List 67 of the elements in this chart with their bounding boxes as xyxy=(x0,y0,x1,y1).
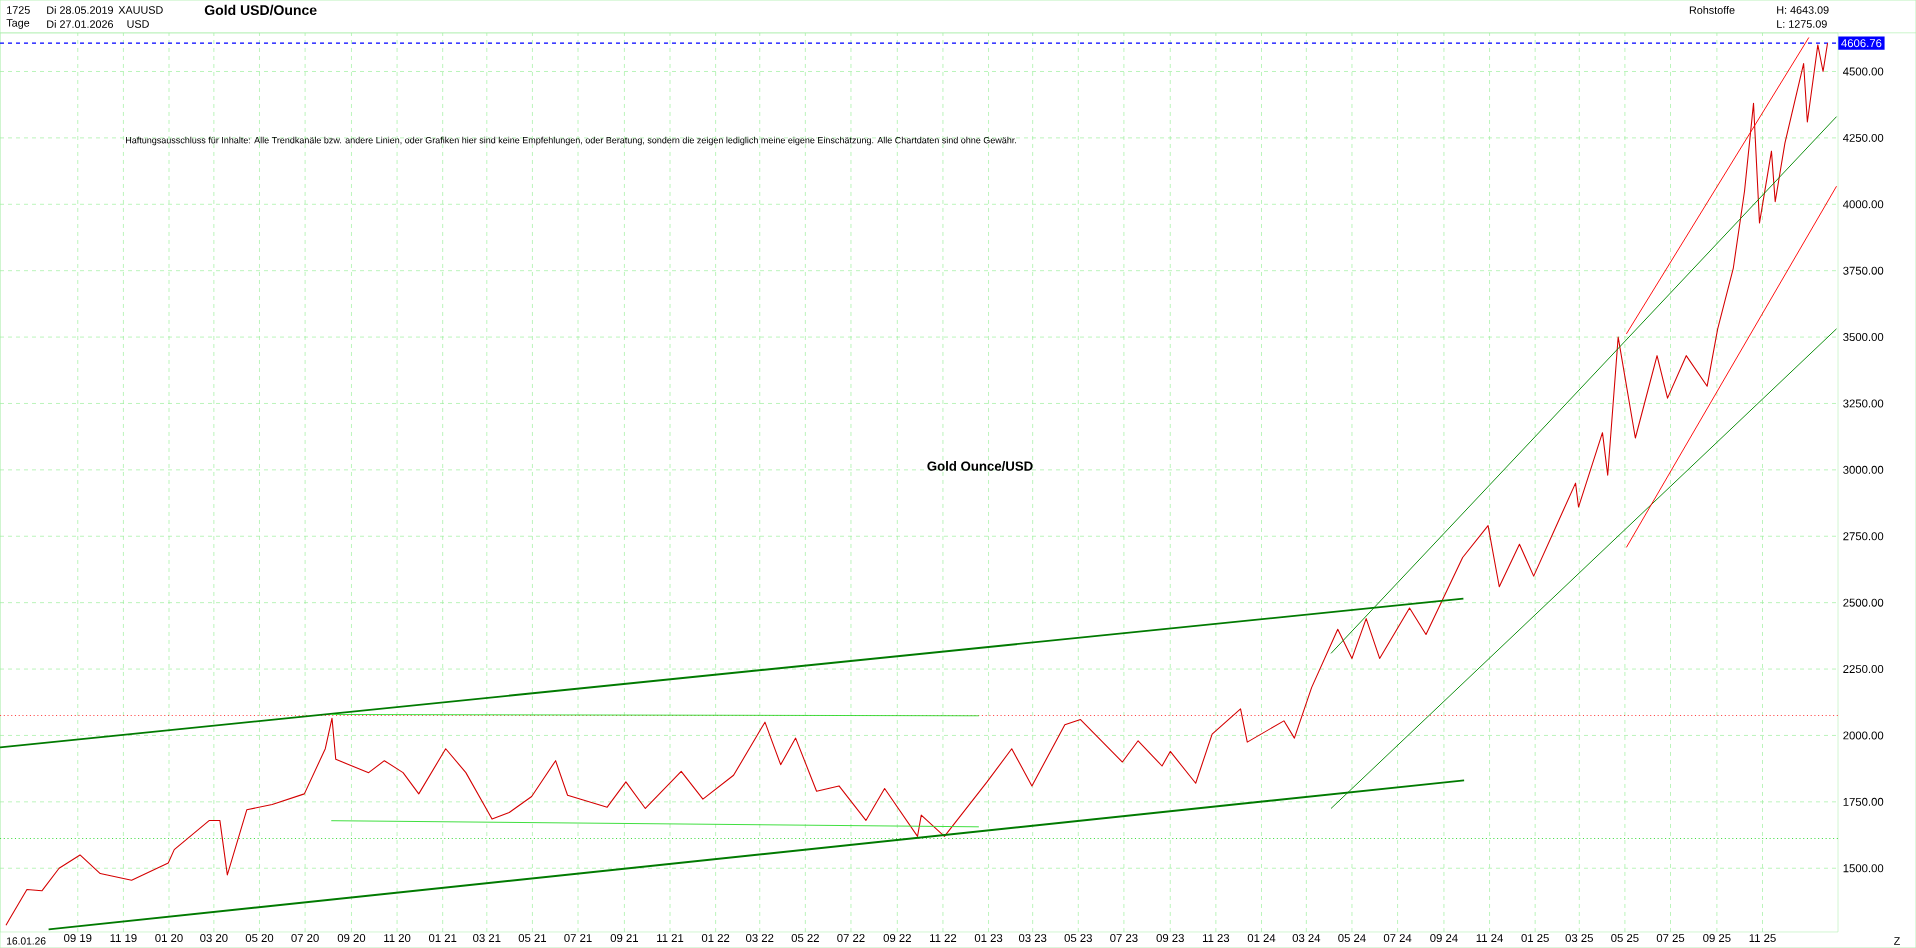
x-tick-label: 01 20 xyxy=(155,934,183,943)
text: Tage xyxy=(6,19,30,29)
x-tick-label: 09 23 xyxy=(1156,934,1184,943)
line-series xyxy=(5,42,1829,926)
text: USD xyxy=(127,20,149,28)
x-tick-label: 03 20 xyxy=(200,934,228,943)
x-tick-label: 01 25 xyxy=(1521,934,1549,943)
text: H: 4643.09 xyxy=(1777,6,1829,14)
x-tick-label: 11 20 xyxy=(384,934,411,943)
text: 1725 xyxy=(7,6,30,14)
y-tick-label: 3750.00 xyxy=(1843,266,1884,275)
y-tick-label: 3500.00 xyxy=(1843,333,1884,342)
x-tick-label: 07 20 xyxy=(291,934,319,943)
x-tick-label: 01 24 xyxy=(1247,934,1276,943)
x-tick-label: 07 23 xyxy=(1110,934,1138,943)
y-tick-label: 2250.00 xyxy=(1843,665,1884,674)
x-tick-label: 01 21 xyxy=(428,934,457,943)
y-tick-label: 1750.00 xyxy=(1843,797,1884,806)
text: Di 28.05.2019 xyxy=(47,6,113,14)
text: XAUUSD xyxy=(118,6,163,14)
x-tick-label: 03 22 xyxy=(746,934,774,943)
x-tick-label: 11 22 xyxy=(930,934,957,942)
x-tick-label: 11 19 xyxy=(110,934,137,943)
x-tick-label: 09 22 xyxy=(883,934,911,943)
x-tick-label: 03 24 xyxy=(1292,934,1321,943)
y-tick-label: 4000.00 xyxy=(1842,200,1884,209)
x-tick-label: 07 25 xyxy=(1656,934,1685,943)
text: 16.01.26 xyxy=(7,937,46,945)
x-tick-label: 01 22 xyxy=(701,934,730,943)
y-tick-label: 3250.00 xyxy=(1843,399,1884,408)
x-tick-label: 03 25 xyxy=(1565,934,1593,943)
y-tick-label: 2500.00 xyxy=(1843,598,1884,607)
y-tick-label: 4500.00 xyxy=(1842,67,1884,76)
text: L: 1275.09 xyxy=(1777,20,1827,28)
x-tick-label: 09 24 xyxy=(1430,934,1458,943)
x-tick-label: 09 25 xyxy=(1703,934,1731,943)
y-tick-label: 1500.00 xyxy=(1843,864,1884,873)
x-tick-label: 05 20 xyxy=(245,934,274,943)
text: Z xyxy=(1894,937,1900,945)
x-tick-label: 07 21 xyxy=(564,934,592,943)
ref-line-label: 4606.76 xyxy=(1841,39,1882,48)
x-tick-label: 09 19 xyxy=(64,934,92,943)
chart-title: Gold USD/Ounce xyxy=(204,4,317,16)
x-tick-label: 05 24 xyxy=(1338,934,1366,943)
x-tick-label: 07 22 xyxy=(837,934,865,943)
y-tick-label: 2000.00 xyxy=(1843,731,1884,740)
x-tick-label: 03 21 xyxy=(473,934,501,943)
x-tick-label: 01 23 xyxy=(974,934,1003,943)
x-tick-label: 07 24 xyxy=(1383,934,1412,943)
y-tick-label: 2750.00 xyxy=(1843,532,1884,541)
y-tick-label: 3000.00 xyxy=(1843,465,1884,474)
x-tick-label: 05 23 xyxy=(1064,934,1092,943)
x-tick-label: 05 21 xyxy=(518,934,547,943)
x-tick-label: 11 24 xyxy=(1476,934,1503,942)
x-tick-label: 11 23 xyxy=(1202,934,1230,943)
y-tick-label: 4250.00 xyxy=(1842,133,1884,142)
x-tick-label: 11 25 xyxy=(1749,934,1776,943)
x-tick-label: 09 21 xyxy=(610,934,639,943)
x-tick-label: 11 21 xyxy=(657,934,684,942)
x-tick-label: 03 23 xyxy=(1018,934,1047,943)
annotation: Haftungsausschluss für Inhalte: Alle Trendkanäle bzw. andere Linien, oder Grafiken hier sind keine Empfehlungen, oder Beratung, sondern die zeigen lediglich meine eigene Einschätzung. Alle Chartdaten sind ohne Gewähr. xyxy=(126,136,1017,146)
x-tick-label: 05 25 xyxy=(1611,934,1639,943)
x-tick-label: 09 20 xyxy=(337,934,366,943)
text: Rohstoffe xyxy=(1689,6,1735,14)
text: Di 27.01.2026 xyxy=(47,20,114,28)
annotation: Gold Ounce/USD xyxy=(927,461,1033,471)
x-tick-label: 05 22 xyxy=(791,934,819,943)
